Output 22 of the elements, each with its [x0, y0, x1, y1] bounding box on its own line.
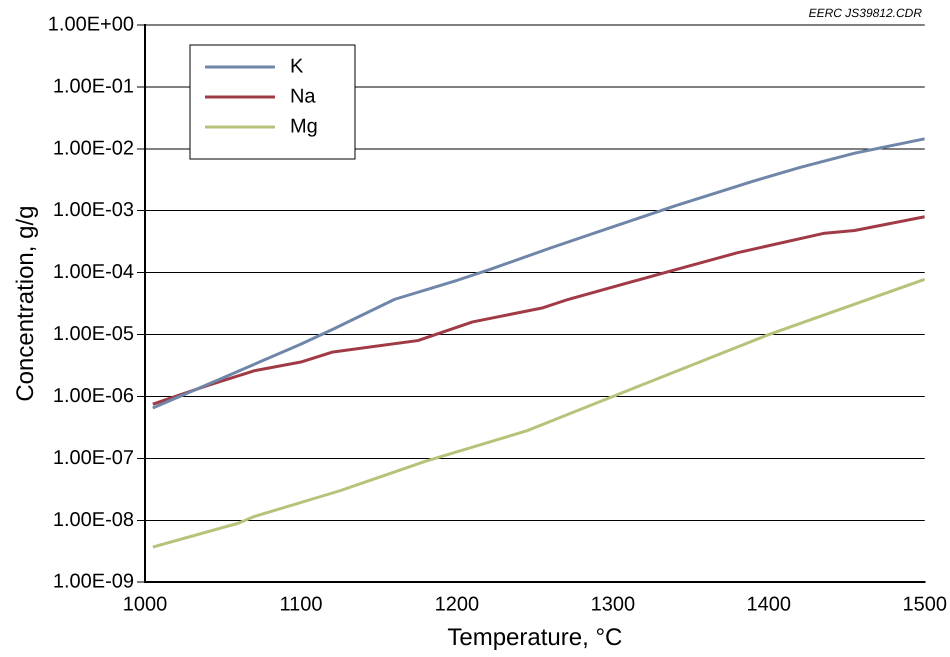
- y-tick-label: 1.00E-04: [52, 261, 134, 284]
- y-tick-label: 1.00E-02: [52, 137, 134, 160]
- text: EERC JS39812.CDR: [808, 6, 922, 20]
- x-tick-label: 1500: [902, 594, 948, 616]
- y-tick-label: 1.00E-05: [52, 323, 134, 346]
- y-tick-label: 1.00E+00: [48, 14, 134, 36]
- y-tick-label: 1.00E-01: [52, 75, 134, 98]
- y-tick-label: 1.00E-09: [52, 570, 134, 593]
- legend-label: Mg: [290, 116, 318, 138]
- x-tick-label: 1100: [279, 594, 322, 616]
- y-tick-label: 1.00E-08: [52, 508, 134, 531]
- x-tick-label: 1300: [590, 594, 636, 616]
- legend-label: K: [290, 56, 304, 78]
- y-tick-label: 1.00E-06: [52, 384, 134, 407]
- x-tick-label: 1200: [434, 594, 480, 616]
- x-tick-label: 1000: [122, 594, 168, 616]
- x-axis-title: Temperature, °C: [447, 624, 622, 652]
- y-tick-label: 1.00E-03: [52, 199, 134, 222]
- y-tick-label: 1.00E-07: [52, 446, 134, 469]
- x-tick-label: 1400: [746, 594, 792, 616]
- legend-label: Na: [290, 86, 316, 108]
- y-axis-title: Concentration, g/g: [12, 206, 40, 402]
